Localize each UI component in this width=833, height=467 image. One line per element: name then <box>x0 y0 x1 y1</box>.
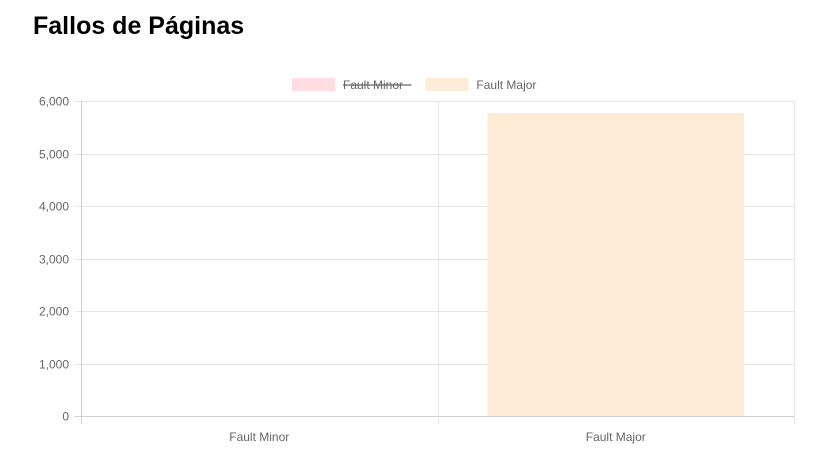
legend-swatch <box>425 78 469 91</box>
y-tick-label: 3,000 <box>39 253 69 267</box>
legend-label: Fault Major <box>476 78 536 92</box>
chart-legend: Fault Minor Fault Major <box>292 78 536 92</box>
chart-bars <box>487 113 745 416</box>
y-tick-label: 0 <box>62 410 69 424</box>
x-tick-label: Fault Minor <box>229 430 289 444</box>
y-axis: 0 1,000 2,000 3,000 4,000 5,000 6,000 <box>39 95 69 424</box>
x-tick-label: Fault Major <box>586 430 646 444</box>
legend-swatch <box>292 78 335 91</box>
legend-item-fault-major[interactable]: Fault Major <box>425 78 536 92</box>
y-tick-label: 6,000 <box>39 95 69 109</box>
y-tick-label: 4,000 <box>39 200 69 214</box>
x-axis: Fault Minor Fault Major <box>229 430 646 444</box>
y-tick-label: 2,000 <box>39 305 69 319</box>
bar-fault-major[interactable] <box>487 113 745 416</box>
page-title: Fallos de Páginas <box>33 12 245 40</box>
y-tick-label: 1,000 <box>39 358 69 372</box>
y-tick-label: 5,000 <box>39 148 69 162</box>
legend-item-fault-minor[interactable]: Fault Minor <box>292 78 412 92</box>
